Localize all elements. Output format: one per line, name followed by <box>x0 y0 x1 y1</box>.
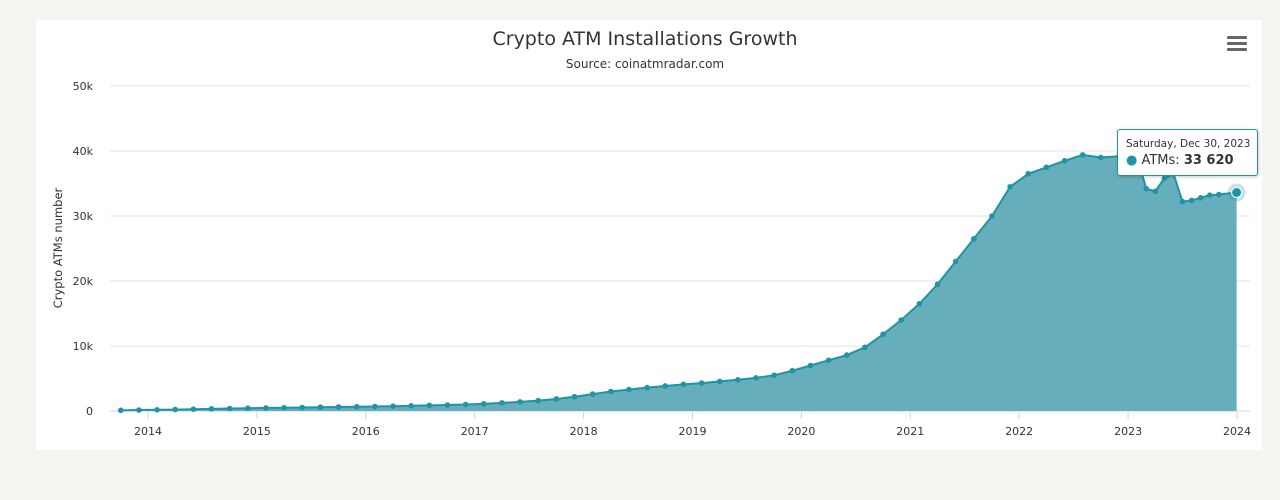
data-point[interactable] <box>190 406 197 412</box>
data-point[interactable] <box>154 407 160 413</box>
data-point[interactable] <box>1179 198 1186 205</box>
data-point[interactable] <box>1079 152 1086 158</box>
data-point[interactable] <box>480 401 487 407</box>
data-point[interactable] <box>807 362 814 369</box>
data-point[interactable] <box>662 383 669 389</box>
data-point[interactable] <box>535 397 542 404</box>
data-point[interactable] <box>825 357 832 364</box>
data-point[interactable] <box>208 406 215 412</box>
data-point[interactable] <box>1197 195 1204 201</box>
chart-subtitle: Source: coinatmradar.com <box>565 57 725 71</box>
x-tick-label: 2023 <box>1114 425 1142 438</box>
data-point[interactable] <box>916 300 923 307</box>
data-point[interactable] <box>226 405 233 412</box>
data-point[interactable] <box>408 403 414 409</box>
data-point[interactable] <box>317 404 324 411</box>
data-point[interactable] <box>299 404 306 411</box>
data-point[interactable] <box>952 258 959 265</box>
data-point[interactable] <box>444 402 451 408</box>
data-point[interactable] <box>571 393 578 400</box>
data-point[interactable] <box>281 404 287 411</box>
x-tick-label: 2019 <box>679 425 707 438</box>
data-point[interactable] <box>390 403 396 409</box>
data-point[interactable] <box>426 402 433 409</box>
tooltip: Saturday, Dec 30, 2023 ● ATMs: 33 620 <box>1117 129 1258 176</box>
data-point[interactable] <box>335 404 342 410</box>
x-tick-label: 2022 <box>1005 425 1033 438</box>
y-axis-label: Crypto ATMs number <box>51 187 65 308</box>
x-tick-label: 2018 <box>570 425 598 438</box>
data-point[interactable] <box>1061 157 1068 164</box>
y-tick-label: 0 <box>86 405 93 418</box>
data-point[interactable] <box>589 391 596 397</box>
data-point[interactable] <box>789 367 796 374</box>
data-point[interactable] <box>499 400 505 406</box>
x-tick-label: 2016 <box>352 425 380 438</box>
y-tick-label: 40k <box>73 145 94 158</box>
tooltip-series-label: ATMs: <box>1141 153 1184 168</box>
data-point[interactable] <box>1098 154 1104 161</box>
data-point[interactable] <box>245 405 251 412</box>
data-point[interactable] <box>880 331 886 338</box>
y-tick-label: 10k <box>73 340 94 353</box>
data-point[interactable] <box>608 388 614 395</box>
data-point[interactable] <box>898 317 905 323</box>
data-point[interactable] <box>989 213 995 219</box>
series-dot-icon: ● <box>1126 153 1142 168</box>
data-point[interactable] <box>644 384 650 391</box>
x-tick-label: 2017 <box>461 425 489 438</box>
data-point[interactable] <box>1043 164 1050 171</box>
data-point[interactable] <box>172 406 179 413</box>
data-point[interactable] <box>716 378 723 385</box>
x-tick-label: 2020 <box>787 425 815 438</box>
tooltip-date: Saturday, Dec 30, 2023 <box>1126 138 1251 150</box>
data-point[interactable] <box>680 381 687 388</box>
x-tick-label: 2015 <box>243 425 271 438</box>
data-point[interactable] <box>1206 192 1213 198</box>
data-point[interactable] <box>553 396 560 402</box>
data-point[interactable] <box>136 407 142 413</box>
y-tick-label: 20k <box>73 275 94 288</box>
data-point[interactable] <box>698 380 705 386</box>
data-point[interactable] <box>934 281 941 288</box>
data-point[interactable] <box>1007 183 1013 190</box>
chart-title: Crypto ATM Installations Growth <box>492 28 798 50</box>
data-point[interactable] <box>843 352 850 358</box>
x-tick-label: 2024 <box>1223 425 1251 438</box>
y-tick-label: 30k <box>73 210 94 223</box>
data-point[interactable] <box>353 403 360 410</box>
data-point[interactable] <box>626 386 632 393</box>
y-tick-label: 50k <box>73 80 94 93</box>
hamburger-menu-icon[interactable] <box>1227 36 1247 52</box>
data-point[interactable] <box>372 403 378 410</box>
data-point[interactable] <box>735 377 741 383</box>
data-point[interactable] <box>1152 188 1159 195</box>
x-tick-label: 2014 <box>134 425 162 438</box>
data-point[interactable] <box>462 401 469 408</box>
data-point[interactable] <box>971 235 977 242</box>
data-point[interactable] <box>1143 185 1150 192</box>
data-point[interactable] <box>117 407 124 414</box>
data-point[interactable] <box>753 375 759 381</box>
data-point[interactable] <box>1216 191 1222 198</box>
data-point[interactable] <box>1025 170 1032 177</box>
data-point[interactable] <box>862 344 868 351</box>
area-fill <box>120 154 1237 411</box>
data-point[interactable] <box>771 372 777 379</box>
data-point[interactable] <box>1188 197 1195 204</box>
x-tick-label: 2021 <box>896 425 924 438</box>
data-point[interactable] <box>1161 175 1168 182</box>
data-point[interactable] <box>1231 186 1243 198</box>
data-point[interactable] <box>263 405 269 411</box>
tooltip-value: 33 620 <box>1183 153 1234 168</box>
data-point[interactable] <box>517 399 523 405</box>
